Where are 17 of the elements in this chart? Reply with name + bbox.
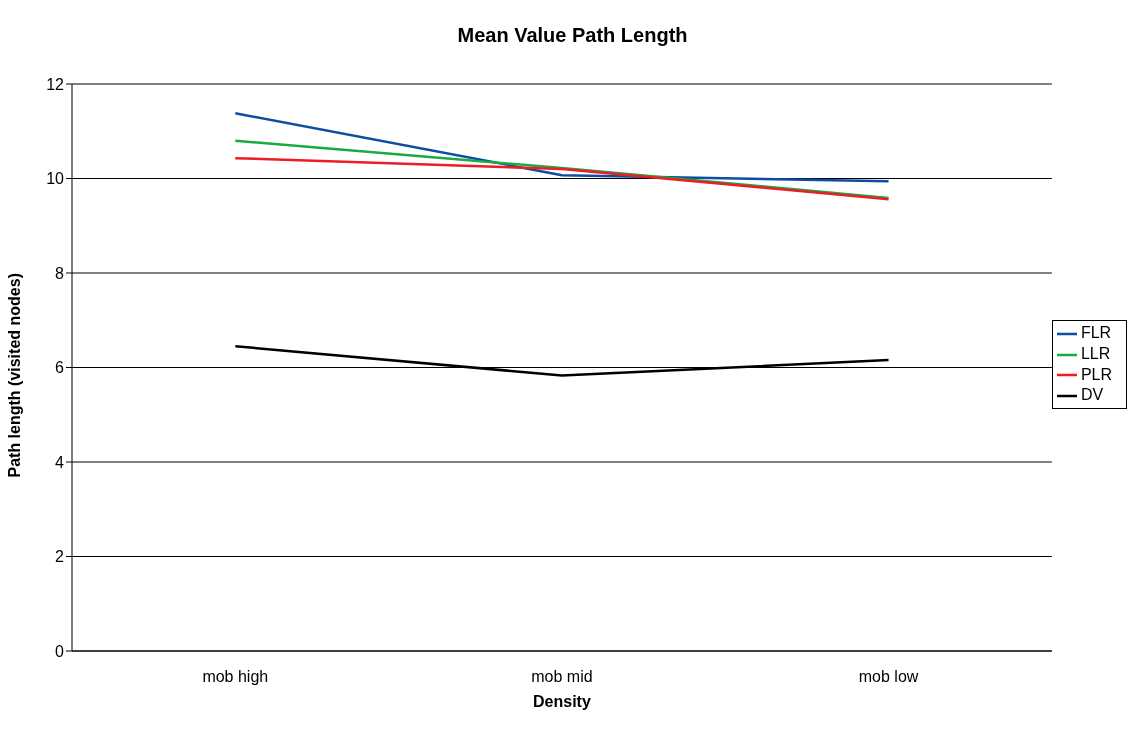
legend-label: FLR	[1080, 323, 1112, 341]
chart-title: Mean Value Path Length	[456, 24, 689, 47]
legend-label: LLR	[1080, 344, 1111, 362]
y-tick-label: 8	[55, 264, 65, 282]
x-tick-label: mob mid	[531, 668, 593, 686]
y-tick-label: 10	[46, 170, 65, 188]
x-axis-title: Density	[533, 693, 591, 710]
y-tick-label: 6	[55, 359, 65, 377]
x-tick-label: mob low	[858, 668, 919, 686]
y-tick-label: 0	[55, 642, 65, 660]
legend-label: DV	[1080, 386, 1104, 404]
y-axis-title: Path length (visited nodes)	[5, 273, 23, 478]
y-tick-label: 12	[46, 75, 65, 93]
y-tick-label: 4	[55, 453, 65, 471]
legend-label: PLR	[1080, 365, 1112, 383]
y-tick-label: 2	[55, 548, 65, 566]
x-tick-label: mob high	[202, 668, 269, 686]
